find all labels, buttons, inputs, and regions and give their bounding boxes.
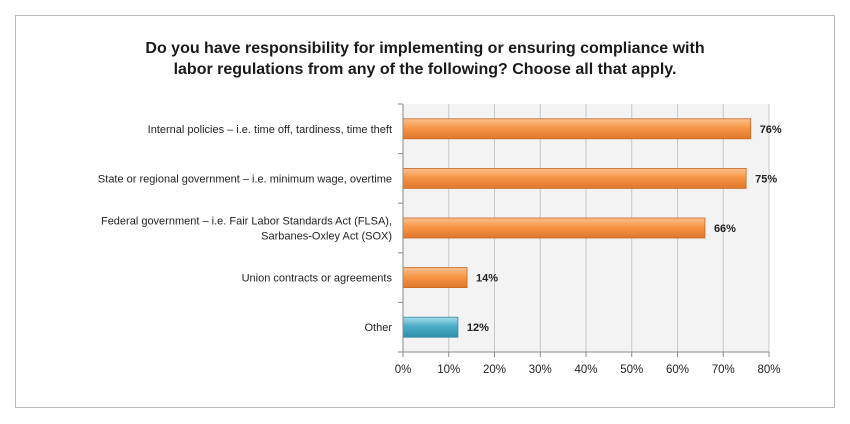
x-tick-label: 70%	[712, 364, 735, 376]
bar	[402, 167, 747, 189]
category-label: Sarbanes-Oxley Act (SOX)	[261, 231, 392, 243]
x-tick-label: 20%	[483, 364, 506, 376]
x-tick-labels: 0% 10% 20% 30% 40% 50% 60% 70% 80%	[395, 364, 781, 376]
chart-title-line-2: labor regulations from any of the follow…	[173, 61, 677, 78]
category-label: Union contracts or agreements	[242, 273, 393, 285]
category-label: Federal government – i.e. Fair Labor Sta…	[101, 216, 392, 228]
bar	[402, 118, 752, 140]
x-tick-label: 40%	[574, 364, 597, 376]
data-label: 76%	[760, 124, 782, 136]
x-tick-label: 80%	[757, 364, 780, 376]
data-label: 66%	[714, 223, 736, 235]
bar	[402, 267, 468, 289]
data-label: 14%	[476, 273, 498, 285]
bar	[402, 316, 459, 338]
category-label: Other	[364, 322, 392, 334]
x-tick-label: 60%	[666, 364, 689, 376]
bar	[402, 217, 706, 239]
x-tick-label: 10%	[437, 364, 460, 376]
x-tick-label: 30%	[529, 364, 552, 376]
bars	[402, 118, 752, 338]
data-label: 75%	[755, 173, 777, 185]
chart-title-line-1: Do you have responsibility for implement…	[145, 40, 705, 57]
category-label: Internal policies – i.e. time off, tardi…	[148, 124, 392, 136]
x-tick-label: 50%	[620, 364, 643, 376]
data-labels: 76% 75% 66% 14% 12%	[467, 124, 782, 334]
chart-title: Do you have responsibility for implement…	[15, 38, 835, 80]
x-tick-label: 0%	[395, 364, 412, 376]
category-labels: Internal policies – i.e. time off, tardi…	[98, 124, 393, 334]
data-label: 12%	[467, 322, 489, 334]
category-label: State or regional government – i.e. mini…	[98, 173, 392, 185]
axes	[398, 103, 770, 357]
